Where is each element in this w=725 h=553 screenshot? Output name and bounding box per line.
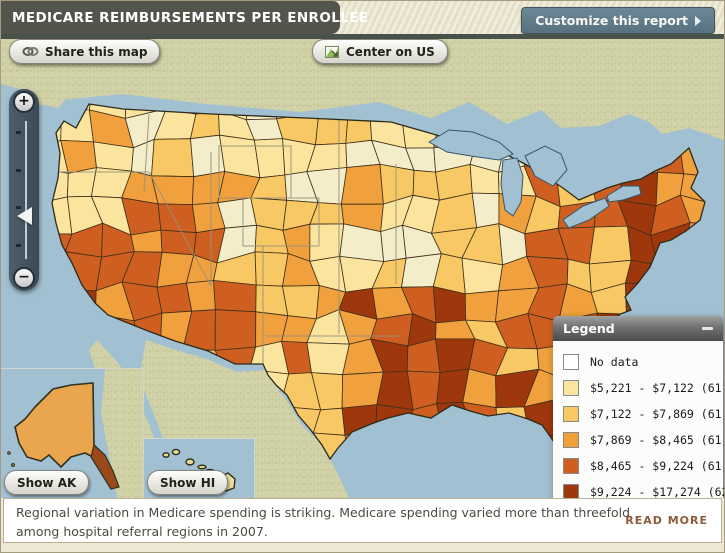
- alaska-shape: [14, 382, 103, 469]
- alaska-panhandle: [90, 443, 120, 490]
- hrr-region[interactable]: [679, 194, 723, 226]
- legend-row: No data: [563, 349, 717, 375]
- read-more-link[interactable]: READ MORE: [625, 514, 708, 527]
- legend-label: $7,869 - $8,465 (61): [590, 433, 724, 447]
- map-canvas[interactable]: Share this map Center on US + −: [1, 34, 724, 498]
- customize-report-label: Customize this report: [535, 13, 688, 28]
- share-map-button[interactable]: Share this map: [9, 39, 161, 64]
- legend-row: $9,224 - $17,274 (62): [563, 479, 724, 498]
- hrr-region[interactable]: [306, 342, 350, 376]
- hrr-region[interactable]: [471, 192, 500, 229]
- hrr-region[interactable]: [217, 197, 257, 229]
- hrr-region[interactable]: [380, 224, 407, 263]
- show-alaska-button[interactable]: Show AK: [4, 470, 90, 495]
- page-title: MEDICARE REIMBURSEMENTS PER ENROLLEE: [12, 9, 369, 26]
- legend-title: Legend: [563, 321, 615, 336]
- legend-swatch: [563, 406, 579, 422]
- hrr-region[interactable]: [588, 225, 632, 265]
- caption-box: Regional variation in Medicare spending …: [3, 498, 722, 543]
- zoom-slider-track[interactable]: [25, 121, 27, 259]
- center-on-us-button[interactable]: Center on US: [312, 39, 448, 64]
- canada-landmass: [1, 34, 724, 140]
- center-on-us-label: Center on US: [346, 44, 435, 59]
- zoom-tick: [16, 169, 21, 172]
- zoom-tick: [16, 131, 21, 134]
- map-icon: [325, 45, 339, 58]
- zoom-tick: [16, 244, 21, 247]
- hawaii-inset[interactable]: Show HI: [144, 438, 255, 498]
- caption-area: Regional variation in Medicare spending …: [1, 498, 724, 552]
- link-icon: [22, 47, 39, 56]
- zoom-control: + −: [9, 89, 39, 291]
- legend-swatch: [563, 484, 579, 498]
- legend-header: Legend: [553, 316, 723, 341]
- hrr-region[interactable]: [340, 163, 384, 205]
- title-bar: MEDICARE REIMBURSEMENTS PER ENROLLEE: [1, 1, 368, 34]
- legend-swatch: [563, 432, 579, 448]
- caption-text: Regional variation in Medicare spending …: [16, 505, 631, 539]
- state-borders: [56, 113, 401, 364]
- map-top-shade: [1, 34, 724, 39]
- legend-swatch: [563, 380, 579, 396]
- hrr-region[interactable]: [151, 138, 195, 178]
- share-map-label: Share this map: [45, 44, 148, 59]
- legend-panel: Legend No data $5,221 - $7,122 (61) $7,122…: [553, 316, 724, 498]
- collapse-icon[interactable]: [702, 327, 713, 330]
- hrr-region[interactable]: [464, 290, 500, 323]
- legend-label: $9,224 - $17,274 (62): [590, 485, 724, 498]
- legend-label: $5,221 - $7,122 (61): [590, 381, 724, 395]
- hrr-region[interactable]: [160, 229, 197, 256]
- alaska-inset[interactable]: Show AK: [1, 368, 144, 498]
- legend-row: $5,221 - $7,122 (61): [563, 375, 724, 401]
- hrr-region[interactable]: [157, 203, 197, 234]
- hrr-region[interactable]: [253, 138, 286, 179]
- hrr-region[interactable]: [282, 285, 320, 320]
- legend-swatch: [563, 354, 579, 370]
- hrr-region[interactable]: [151, 175, 195, 206]
- show-hawaii-label: Show HI: [160, 475, 216, 490]
- hrr-region[interactable]: [213, 280, 257, 313]
- legend-body: No data $5,221 - $7,122 (61) $7,122 - $7,8…: [553, 341, 724, 498]
- legend-row: $8,465 - $9,224 (61): [563, 453, 724, 479]
- alaska-inset-map: [7, 369, 143, 498]
- hrr-region[interactable]: [462, 368, 497, 409]
- show-hawaii-button[interactable]: Show HI: [147, 470, 229, 495]
- hrr-region[interactable]: [156, 282, 193, 314]
- legend-label: No data: [590, 355, 639, 369]
- customize-report-button[interactable]: Customize this report: [521, 7, 715, 34]
- legend-row: $7,122 - $7,869 (61): [563, 401, 724, 427]
- arrow-right-icon: [695, 15, 701, 26]
- zoom-out-button[interactable]: −: [13, 267, 35, 289]
- zoom-in-button[interactable]: +: [13, 91, 35, 113]
- legend-label: $7,122 - $7,869 (61): [590, 407, 724, 421]
- great-lakes: [428, 129, 642, 229]
- hrr-region[interactable]: [214, 309, 257, 351]
- hrr-region[interactable]: [190, 134, 226, 178]
- show-alaska-label: Show AK: [17, 475, 77, 490]
- legend-label: $8,465 - $9,224 (61): [590, 459, 724, 473]
- legend-row: $7,869 - $8,465 (61): [563, 427, 724, 453]
- zoom-slider-handle[interactable]: [17, 207, 32, 225]
- legend-swatch: [563, 458, 579, 474]
